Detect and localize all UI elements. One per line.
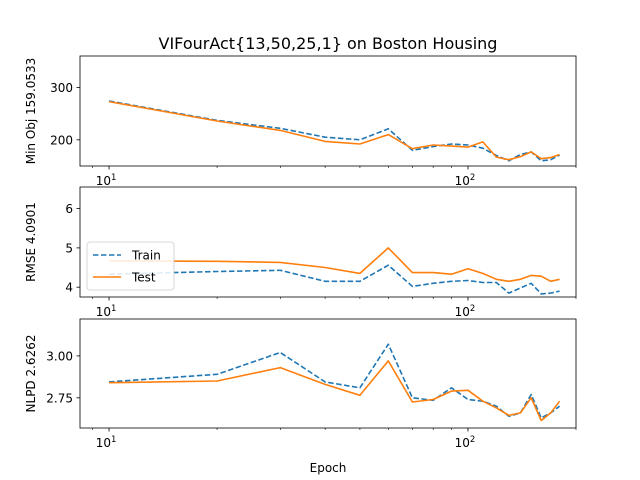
axes-frame — [79, 186, 577, 298]
chart-title: VIFourAct{13,50,25,1} on Boston Housing — [159, 34, 498, 53]
axes-frame — [79, 55, 577, 167]
legend-label-test: Test — [131, 271, 156, 285]
y-axis-label: RMSE 4.0901 — [24, 202, 38, 282]
x-tick-label: 101 — [96, 435, 117, 450]
y-tick-label: 6 — [65, 202, 73, 216]
min-obj-panel: 101 102 200 300 Min Obj 159.0533 — [24, 55, 577, 188]
y-axis-label: NLPD 2.6262 — [24, 335, 38, 413]
y-tick-label: 200 — [50, 133, 73, 147]
y-axis-label: Min Obj 159.0533 — [24, 58, 38, 165]
y-tick-label: 2.75 — [46, 391, 73, 405]
rmse-panel: 101 102 4 5 6 RMSE 4.0901 Train Test — [24, 186, 577, 319]
nlpd-panel: 101 102 2.75 3.00 NLPD 2.6262 — [24, 318, 577, 450]
x-tick-label: 101 — [96, 304, 117, 319]
series-line-train — [108, 343, 561, 419]
x-tick-label: 102 — [455, 435, 476, 450]
series-line-test — [108, 247, 560, 283]
x-tick-label: 102 — [455, 173, 476, 188]
legend-box — [86, 241, 175, 291]
y-tick-label: 4 — [65, 281, 73, 295]
x-tick-label: 101 — [96, 173, 117, 188]
series-line-train — [108, 264, 560, 295]
y-tick-label: 300 — [50, 81, 73, 95]
series-line-test — [108, 100, 560, 161]
x-axis-label: Epoch — [310, 461, 347, 475]
x-tick-label: 102 — [455, 304, 476, 319]
y-tick-label: 5 — [65, 241, 73, 255]
legend-label-train: Train — [131, 249, 161, 263]
axes-frame — [79, 318, 577, 429]
y-tick-label: 3.00 — [46, 349, 73, 363]
series-line-test — [108, 360, 561, 422]
